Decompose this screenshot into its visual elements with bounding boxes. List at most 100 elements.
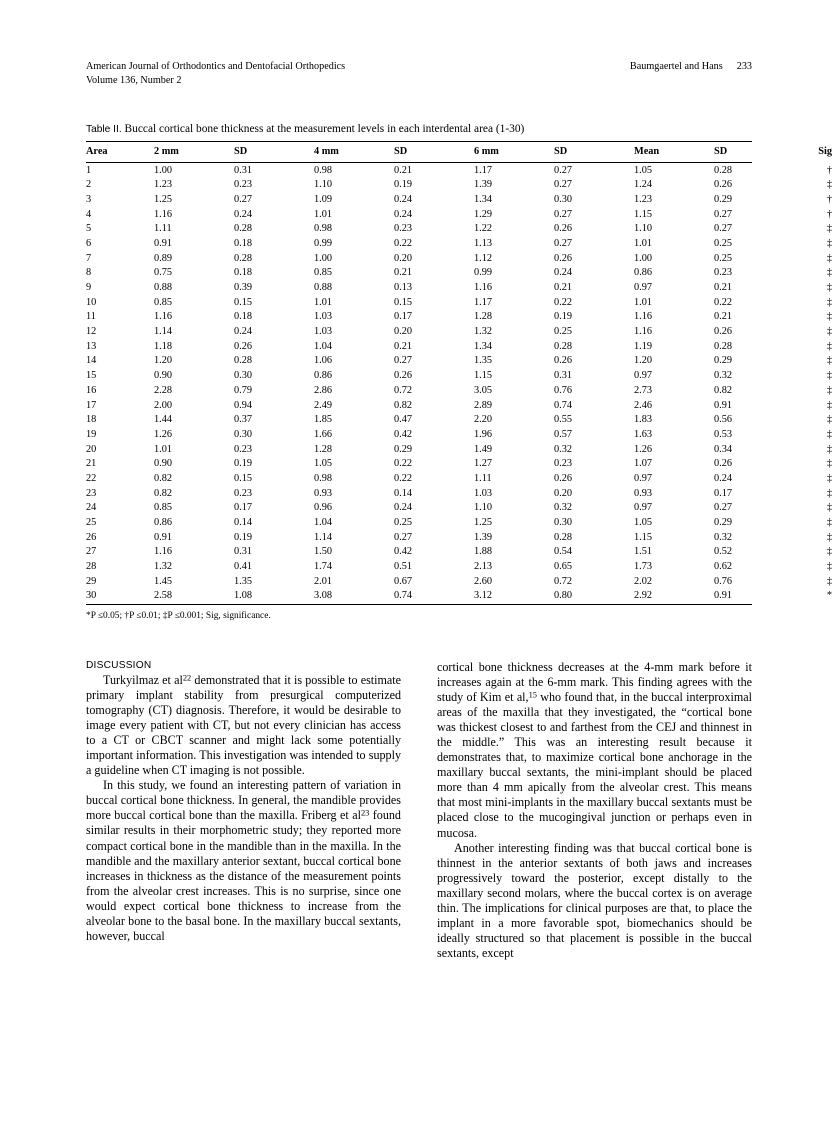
cell-sd4mm: 0.27: [394, 355, 413, 367]
cell-mean: 0.86: [634, 267, 653, 279]
discussion-paragraph-2: In this study, we found an interesting p…: [86, 778, 401, 944]
cell-sdmean: 0.62: [714, 561, 733, 573]
cell-v4mm: 1.85: [314, 414, 333, 426]
cell-sd4mm: 0.21: [394, 267, 413, 279]
cell-area: 1: [86, 164, 92, 176]
table-row: 26 0.91 0.19 1.14 0.27 1.39 0.28 1.15 0.32 ‡: [86, 530, 832, 545]
cell-mean: 1.83: [634, 414, 653, 426]
cell-sd6mm: 0.27: [554, 179, 573, 191]
cell-v4mm: 2.86: [314, 384, 333, 396]
cell-mean: 1.00: [634, 252, 653, 264]
cell-mean: 1.07: [634, 458, 653, 470]
discussion-paragraph-3: cortical bone thickness decreases at the…: [437, 660, 752, 841]
cell-sig: ‡: [826, 531, 832, 543]
cell-v6mm: 1.16: [474, 282, 493, 294]
cell-area: 7: [86, 252, 92, 264]
cell-sig: ‡: [826, 472, 832, 484]
cell-sig: ‡: [826, 575, 832, 587]
cell-mean: 1.20: [634, 355, 653, 367]
cell-v6mm: 3.12: [474, 590, 493, 602]
cell-sig: ‡: [826, 502, 832, 514]
cell-sd4mm: 0.20: [394, 252, 413, 264]
cell-area: 24: [86, 502, 97, 514]
cell-sig: †: [826, 193, 832, 205]
cell-v2mm: 1.00: [154, 164, 173, 176]
cell-v6mm: 1.03: [474, 487, 493, 499]
cell-sd2mm: 0.24: [234, 326, 253, 338]
table-row: 12 1.14 0.24 1.03 0.20 1.32 0.25 1.16 0.26 ‡: [86, 325, 832, 340]
table-row: 30 2.58 1.08 3.08 0.74 3.12 0.80 2.92 0.91 *: [86, 589, 832, 604]
cell-sd2mm: 0.30: [234, 370, 253, 382]
cell-mean: 1.23: [634, 193, 653, 205]
cell-sd2mm: 0.30: [234, 428, 253, 440]
cell-mean: 2.73: [634, 384, 653, 396]
cell-sd4mm: 0.72: [394, 384, 413, 396]
journal-volume-issue: Volume 136, Number 2: [86, 74, 182, 86]
cell-v6mm: 1.11: [474, 472, 492, 484]
cell-v6mm: 2.60: [474, 575, 493, 587]
reference-23: 23: [360, 808, 370, 818]
cell-v2mm: 2.00: [154, 399, 173, 411]
cell-v6mm: 1.17: [474, 164, 493, 176]
cell-sig: ‡: [826, 326, 832, 338]
cell-sig: ‡: [826, 252, 832, 264]
cell-sd4mm: 0.27: [394, 531, 413, 543]
cell-v2mm: 1.16: [154, 208, 173, 220]
cell-area: 5: [86, 223, 92, 235]
cell-area: 4: [86, 208, 92, 220]
cell-v6mm: 1.39: [474, 531, 493, 543]
table-row: 4 1.16 0.24 1.01 0.24 1.29 0.27 1.15 0.27 †: [86, 207, 832, 222]
cell-sd6mm: 0.25: [554, 326, 573, 338]
cell-v4mm: 0.99: [314, 237, 333, 249]
cell-sig: ‡: [826, 399, 832, 411]
cell-v2mm: 1.11: [154, 223, 172, 235]
cell-v6mm: 1.27: [474, 458, 493, 470]
cell-sd2mm: 0.31: [234, 546, 253, 558]
table-row: 6 0.91 0.18 0.99 0.22 1.13 0.27 1.01 0.25 ‡: [86, 236, 832, 251]
cell-v4mm: 1.74: [314, 561, 333, 573]
cell-v2mm: 0.82: [154, 487, 173, 499]
cell-sd6mm: 0.28: [554, 531, 573, 543]
col-header-6mm: 6 mm: [474, 146, 499, 157]
cell-sdmean: 0.28: [714, 164, 733, 176]
cell-mean: 1.26: [634, 443, 653, 455]
cell-sd2mm: 0.14: [234, 517, 253, 529]
table-label: Table II.: [86, 124, 122, 135]
cell-sig: *: [826, 590, 832, 602]
cell-v2mm: 2.58: [154, 590, 173, 602]
cell-sd2mm: 0.19: [234, 458, 253, 470]
cell-sig: ‡: [826, 223, 832, 235]
cell-sd4mm: 0.22: [394, 472, 413, 484]
cell-area: 16: [86, 384, 97, 396]
col-header-4mm: 4 mm: [314, 146, 339, 157]
cell-area: 19: [86, 428, 97, 440]
table-row: 7 0.89 0.28 1.00 0.20 1.12 0.26 1.00 0.25 ‡: [86, 251, 832, 266]
cell-sd4mm: 0.15: [394, 296, 413, 308]
table-row: 23 0.82 0.23 0.93 0.14 1.03 0.20 0.93 0.17 ‡: [86, 486, 832, 501]
cell-sd2mm: 0.41: [234, 561, 253, 573]
cell-v4mm: 1.03: [314, 326, 333, 338]
cell-v6mm: 1.28: [474, 311, 493, 323]
cell-sdmean: 0.53: [714, 428, 733, 440]
cell-sig: ‡: [826, 267, 832, 279]
cell-v6mm: 1.22: [474, 223, 493, 235]
cell-sd2mm: 0.19: [234, 531, 253, 543]
cell-sd4mm: 0.14: [394, 487, 413, 499]
cell-sdmean: 0.28: [714, 340, 733, 352]
table-rule-header: [86, 162, 752, 163]
cell-sd2mm: 0.28: [234, 252, 253, 264]
cell-v6mm: 1.25: [474, 517, 493, 529]
table-row: 29 1.45 1.35 2.01 0.67 2.60 0.72 2.02 0.76 ‡: [86, 574, 832, 589]
cell-sd6mm: 0.28: [554, 340, 573, 352]
cell-v2mm: 1.23: [154, 179, 173, 191]
cell-sdmean: 0.21: [714, 311, 733, 323]
table-row: 27 1.16 0.31 1.50 0.42 1.88 0.54 1.51 0.52 ‡: [86, 545, 832, 560]
cell-sdmean: 0.17: [714, 487, 733, 499]
cell-sdmean: 0.25: [714, 252, 733, 264]
table-header: Area 2 mm SD 4 mm SD 6 mm SD Mean SD Sig: [86, 142, 832, 162]
col-header-mean: Mean: [634, 146, 660, 157]
table-caption: Table II. Buccal cortical bone thickness…: [86, 122, 752, 137]
cell-sd2mm: 0.28: [234, 223, 253, 235]
discussion-heading: DISCUSSION: [86, 660, 152, 671]
